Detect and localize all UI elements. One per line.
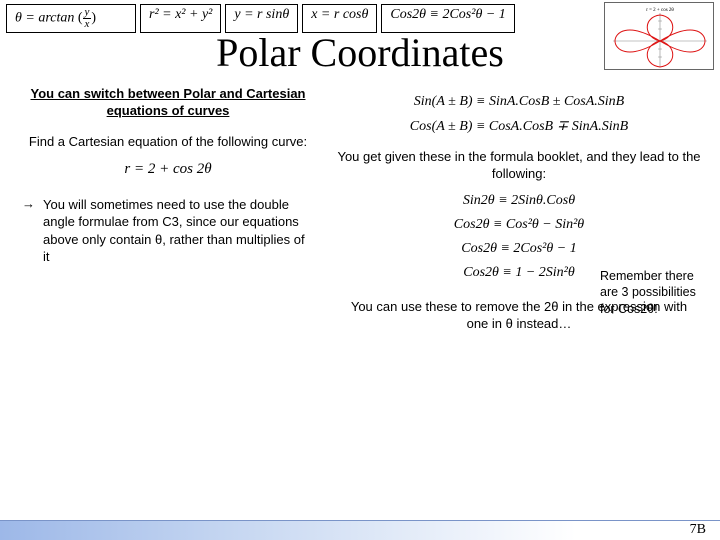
- polar-thumbnail: r = 2 + cos 2θ: [604, 2, 714, 70]
- left-bullet: → You will sometimes need to use the dou…: [18, 196, 318, 266]
- formula-theta-lhs: θ = arctan: [15, 11, 74, 26]
- sin-ab-formula: Sin(A ± B) ≡ SinA.CosB ± CosA.SinB: [336, 94, 702, 110]
- left-column: You can switch between Polar and Cartesi…: [18, 86, 318, 333]
- right-column: Sin(A ± B) ≡ SinA.CosB ± CosA.SinB Cos(A…: [336, 86, 702, 333]
- bullet-text: You will sometimes need to use the doubl…: [43, 196, 314, 266]
- addition-formulae: Sin(A ± B) ≡ SinA.CosB ± CosA.SinB Cos(A…: [336, 94, 702, 135]
- cos-ab-formula: Cos(A ± B) ≡ CosA.CosB ∓ SinA.SinB: [336, 118, 702, 135]
- booklet-note: You get given these in the formula bookl…: [336, 149, 702, 183]
- page-number: 7B: [690, 522, 706, 538]
- curve-equation: r = 2 + cos 2θ: [18, 161, 318, 178]
- bullet-arrow-icon: →: [22, 196, 35, 266]
- cos2b-formula: Cos2θ ≡ 2Cos²θ − 1: [336, 241, 702, 257]
- left-subheading: You can switch between Polar and Cartesi…: [18, 86, 318, 120]
- formula-theta: θ = arctan (yx): [6, 4, 136, 33]
- remember-note: Remember there are 3 possibilities for C…: [600, 268, 708, 317]
- cos2a-formula: Cos2θ ≡ Cos²θ − Sin²θ: [336, 217, 702, 233]
- footer-bar: [0, 520, 720, 540]
- sin2-formula: Sin2θ ≡ 2Sinθ.Cosθ: [336, 193, 702, 209]
- left-prompt: Find a Cartesian equation of the followi…: [18, 134, 318, 151]
- thumb-label: r = 2 + cos 2θ: [646, 8, 674, 13]
- content-area: You can switch between Polar and Cartesi…: [0, 76, 720, 333]
- formula-r2: r² = x² + y²: [140, 4, 221, 33]
